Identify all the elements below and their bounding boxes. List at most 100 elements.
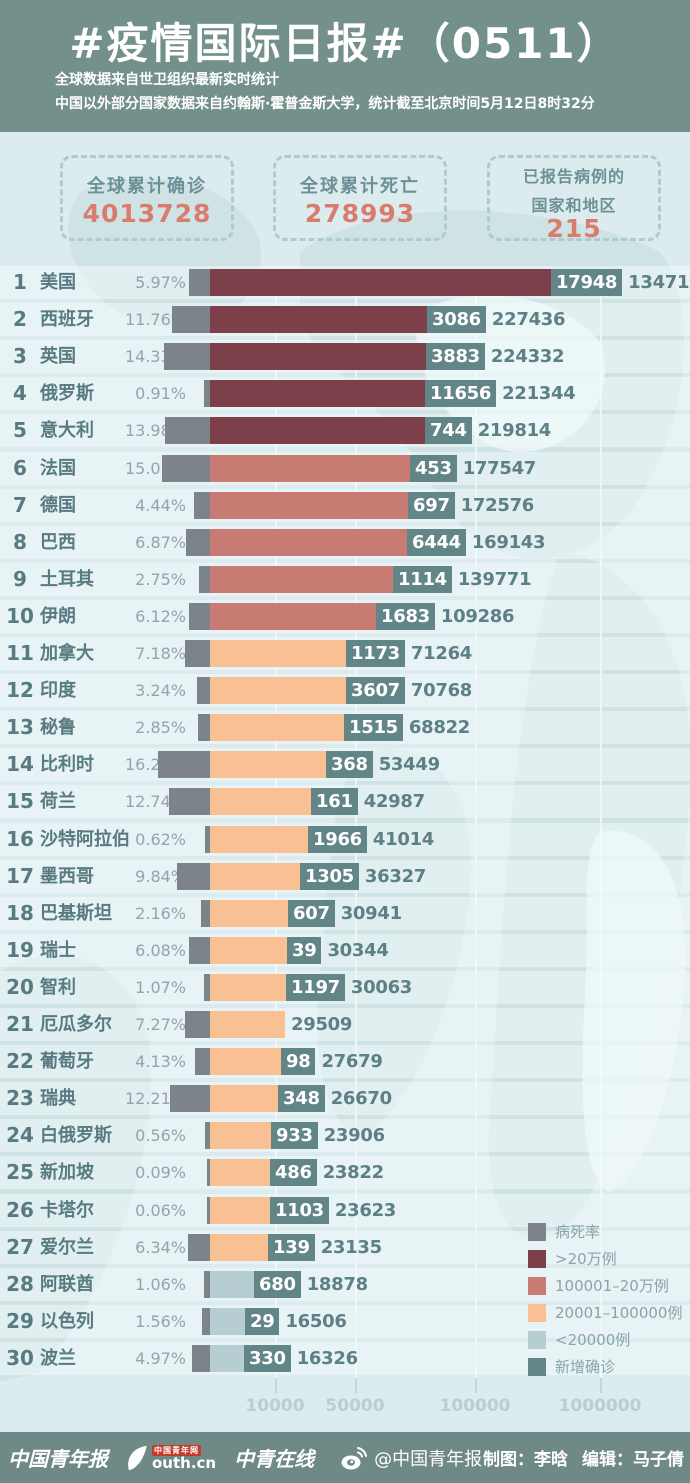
legend-swatch-gt200k <box>528 1249 546 1268</box>
stat-total-confirmed: 全球累计确诊 4013728 <box>60 155 234 241</box>
death-rate-bar <box>198 714 210 741</box>
weibo-handle: @中国青年报 <box>374 1448 483 1470</box>
rank-label: 30 <box>6 1346 34 1370</box>
new-cases-badge: 607 <box>288 900 335 927</box>
death-rate-label: 4.13% <box>135 1052 186 1071</box>
total-cases-label: 109286 <box>440 606 515 627</box>
death-rate-bar <box>172 306 210 333</box>
table-row: 22 葡萄牙 4.13% 98 27679 <box>0 1045 690 1078</box>
total-cases-label: 23135 <box>320 1237 382 1258</box>
death-rate-bar <box>195 1048 210 1075</box>
rank-label: 23 <box>6 1086 34 1110</box>
bar-group: 1173 71264 <box>210 640 472 667</box>
rank-label: 18 <box>6 901 34 925</box>
header: #疫情国际日报#（0511） 全球数据来自世卫组织最新实时统计 中国以外部分国家… <box>0 0 690 132</box>
death-rate-bar <box>194 492 210 519</box>
credits: 制图：李晗 编辑：马子倩 <box>483 1432 684 1483</box>
death-rate-label: 3.24% <box>135 681 186 700</box>
legend-item: 病死率 <box>528 1222 682 1241</box>
axis-tick <box>275 1378 277 1393</box>
legend-item: 20001–100000例 <box>528 1303 682 1322</box>
country-label: 英国 <box>40 346 76 367</box>
country-label: 德国 <box>40 495 76 516</box>
cases-bar <box>210 343 426 370</box>
total-cases-label: 26670 <box>330 1088 392 1109</box>
death-rate-label: 7.18% <box>135 644 186 663</box>
page-title: #疫情国际日报#（0511） <box>69 19 621 68</box>
table-row: 14 比利时 16.29% 368 53449 <box>0 748 690 781</box>
country-label: 葡萄牙 <box>40 1051 94 1072</box>
total-cases-label: 16506 <box>285 1311 347 1332</box>
rank-label: 5 <box>13 418 27 442</box>
death-rate-bar <box>207 1159 210 1186</box>
rank-label: 12 <box>6 678 34 702</box>
stat-value: 278993 <box>304 199 416 228</box>
new-cases-badge: 1515 <box>344 714 403 741</box>
death-rate-bar <box>185 1011 210 1038</box>
total-cases-label: 18878 <box>306 1274 368 1295</box>
new-cases-badge: 3607 <box>346 677 405 704</box>
country-label: 爱尔兰 <box>40 1237 94 1258</box>
table-row: 4 俄罗斯 0.91% 11656 221344 <box>0 377 690 410</box>
cases-bar <box>210 492 408 519</box>
rank-label: 9 <box>13 567 27 591</box>
cases-bar <box>210 455 410 482</box>
legend-swatch-100k_200k <box>528 1276 546 1295</box>
death-rate-label: 2.16% <box>135 904 186 923</box>
legend-swatch-20k_100k <box>528 1303 546 1322</box>
rank-label: 24 <box>6 1123 34 1147</box>
stat-value: 215 <box>546 214 602 243</box>
death-rate-bar <box>204 1271 210 1298</box>
death-rate-label: 4.44% <box>135 496 186 515</box>
rank-label: 2 <box>13 307 27 331</box>
total-cases-label: 53449 <box>378 754 440 775</box>
bar-group: 680 18878 <box>210 1271 368 1298</box>
rank-label: 6 <box>13 456 27 480</box>
cases-bar <box>210 566 393 593</box>
total-cases-label: 23623 <box>334 1200 397 1221</box>
death-rate-label: 1.07% <box>135 978 186 997</box>
death-rate-bar <box>162 455 210 482</box>
bar-group: 3883 224332 <box>210 343 565 370</box>
credit-draw: 制图：李晗 <box>483 1450 568 1470</box>
cases-bar <box>210 788 311 815</box>
total-cases-label: 29509 <box>291 1014 353 1035</box>
bar-group: 1197 30063 <box>210 974 412 1001</box>
death-rate-bar <box>197 677 210 704</box>
china-youth-daily-logo: 中国青年报 <box>8 1447 108 1471</box>
total-cases-label: 1347151 <box>628 272 690 293</box>
cases-bar <box>210 1085 278 1112</box>
total-cases-label: 70768 <box>410 680 473 701</box>
bar-group: 348 26670 <box>210 1085 392 1112</box>
legend-item: >20万例 <box>528 1249 682 1268</box>
death-rate-label: 2.85% <box>135 718 186 737</box>
death-rate-label: 4.97% <box>135 1349 186 1368</box>
cases-bar <box>210 900 288 927</box>
new-cases-badge: 161 <box>311 788 358 815</box>
legend-item: 新增确诊 <box>528 1357 682 1376</box>
legend-item: <20000例 <box>528 1330 682 1349</box>
bar-group: 1305 36327 <box>210 863 426 890</box>
country-label: 俄罗斯 <box>40 383 94 404</box>
cases-bar <box>210 1122 271 1149</box>
table-row: 19 瑞士 6.08% 39 30344 <box>0 934 690 967</box>
death-rate-bar <box>205 1122 210 1149</box>
youth-cn-logo: 中国青年网 outh.cn <box>124 1442 216 1474</box>
table-row: 21 厄瓜多尔 7.27% 29509 <box>0 1008 690 1041</box>
new-cases-badge: 98 <box>281 1048 316 1075</box>
rank-label: 1 <box>13 270 27 294</box>
cases-bar <box>210 640 346 667</box>
youth-cn-text: outh.cn <box>152 1453 217 1472</box>
table-row: 11 加拿大 7.18% 1173 71264 <box>0 637 690 670</box>
country-label: 比利时 <box>40 754 94 775</box>
rank-label: 26 <box>6 1198 34 1222</box>
weibo-account: @中国青年报 <box>340 1445 482 1471</box>
country-label: 伊朗 <box>40 606 76 627</box>
legend-label: 新增确诊 <box>555 1358 616 1376</box>
cases-bar <box>210 306 427 333</box>
table-row: 30 波兰 4.97% 330 16326 <box>0 1342 690 1375</box>
death-rate-bar <box>170 1085 210 1112</box>
death-rate-bar <box>165 417 210 444</box>
death-rate-label: 7.27% <box>135 1015 186 1034</box>
death-rate-label: 6.12% <box>135 607 186 626</box>
